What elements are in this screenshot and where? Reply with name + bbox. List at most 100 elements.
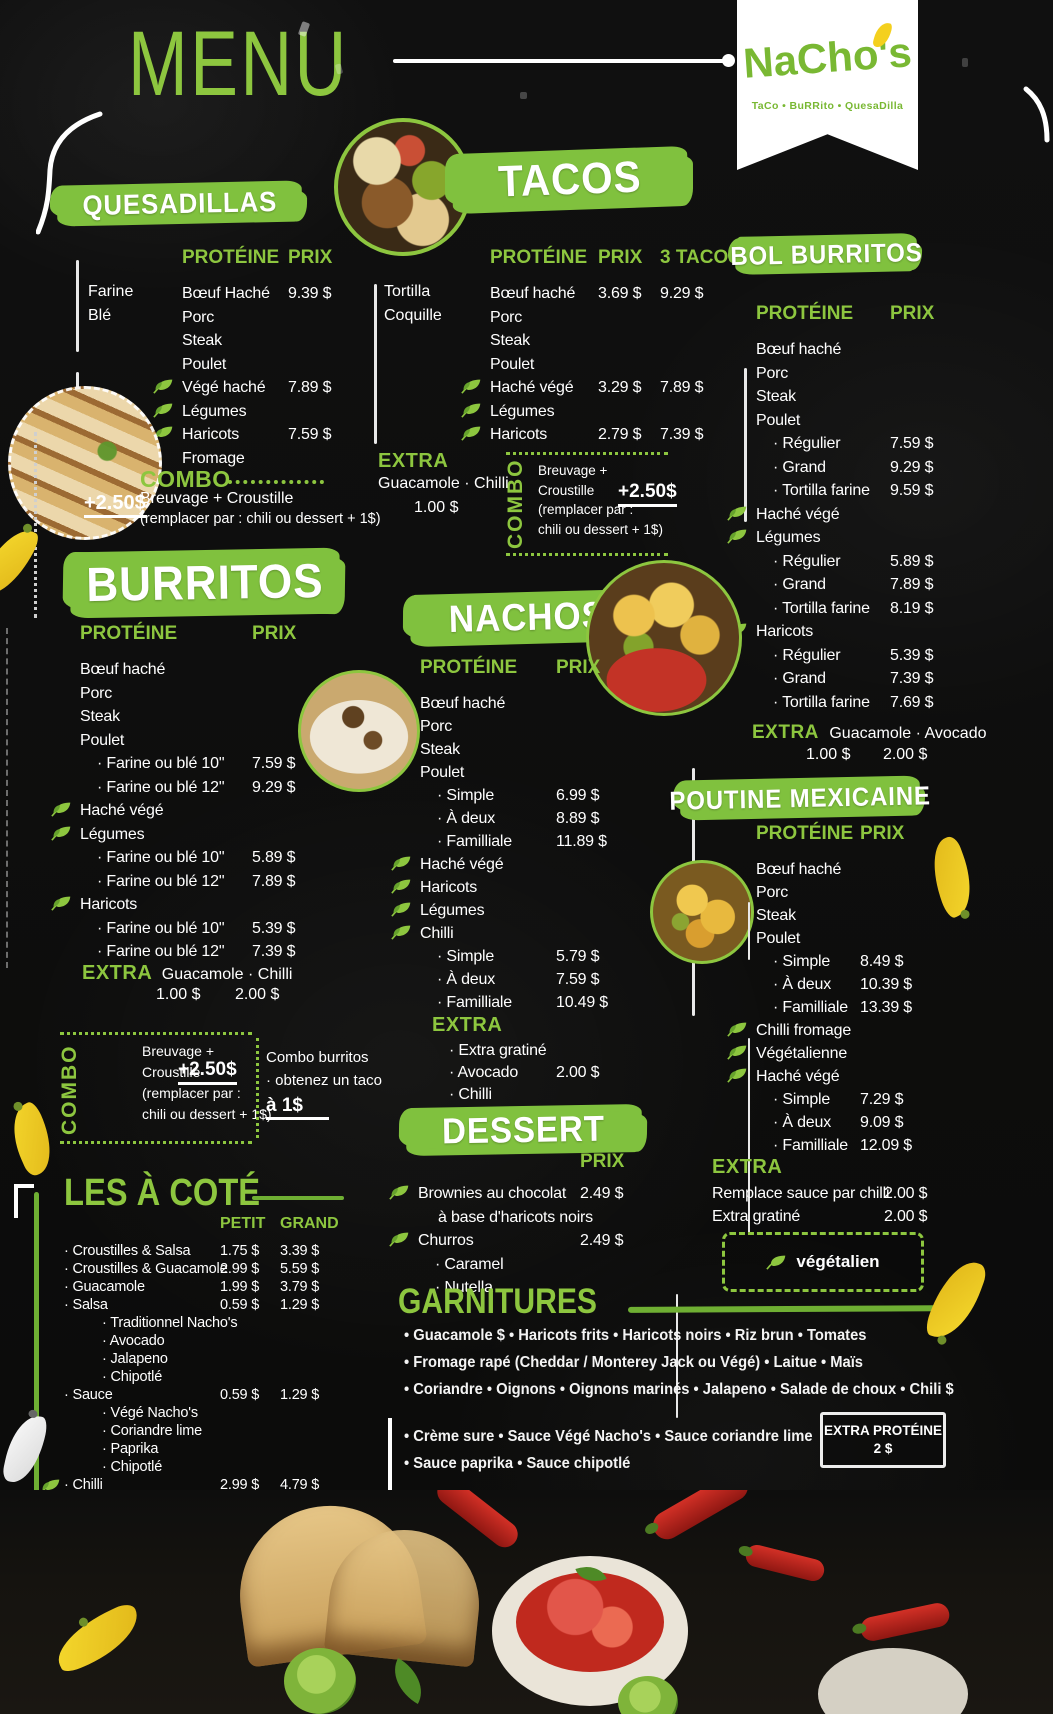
item-price: 3.69 $ [598, 285, 642, 302]
item-name: Simple [420, 945, 556, 968]
extra-label: EXTRA [752, 722, 819, 743]
tacos-title: TACOS [497, 152, 643, 207]
item-name: Poulet [756, 930, 801, 947]
vegetarian-leaf-icon [391, 924, 412, 940]
curly-bracket-decoration [36, 111, 103, 235]
tacos-extra-label: EXTRA [378, 450, 449, 472]
bur-extra-prices: 1.00 $ 2.00 $ [156, 986, 279, 1004]
item-price: 0.59 $ [220, 1297, 260, 1313]
item-name: Salsa [60, 1296, 220, 1314]
menu-item-row: Haricots 2.79 $ 7.39 $ [461, 423, 722, 447]
tacos-extra-items: Guacamole · Chilli [378, 475, 509, 492]
quesadillas-rows: Bœuf Haché 9.39 $ Porc Steak Poulet Végé hach… [153, 282, 352, 470]
vegetarian-leaf-icon [153, 378, 174, 394]
price-header: PRIX [580, 1151, 625, 1172]
menu-item-row: Végétalienne [727, 1042, 934, 1065]
garniture-line: • Fromage rapé (Cheddar / Monterey Jack … [404, 1354, 863, 1371]
menu-item-row: Haché végé [391, 853, 632, 876]
item-name: Tortilla farine [756, 691, 890, 715]
item-price: 2.99 $ [220, 1477, 260, 1493]
menu-item-row: Poulet [490, 353, 722, 377]
item-name: Extra gratiné [432, 1040, 632, 1062]
poutine-photo [650, 860, 754, 964]
item-price: 9.09 $ [860, 1114, 904, 1131]
red-chili-photo [743, 1542, 827, 1584]
item-price: 2.00 $ [556, 1064, 600, 1081]
price-header: PRIX [556, 657, 601, 678]
item-name: Bœuf haché [80, 661, 166, 678]
item-name: Farine ou blé 12'' [80, 870, 252, 894]
menu-item-row: Farine ou blé 10''5.39 $ [80, 917, 320, 941]
item-price: 7.59 $ [890, 435, 934, 452]
menu-item-row: Bœuf haché [756, 338, 952, 362]
garnitures-title: GARNITURES [398, 1282, 598, 1321]
item-name: À deux [420, 807, 556, 830]
menu-item-row: Porc [756, 362, 952, 386]
item-name: Fromage [182, 449, 245, 467]
menu-item-row: Poulet [756, 927, 934, 950]
bol-burritos-banner: BOL BURRITOS [730, 233, 922, 275]
nachos-title: NACHOS [447, 594, 607, 641]
badge-line: 2 $ [873, 1441, 893, 1456]
menu-item-row: Légumes [391, 899, 632, 922]
logo-ribbon: NaCho's TaCo • BuRRito • QuesaDilla [737, 0, 918, 170]
item-name: Steak [490, 332, 530, 349]
item-name: Farine ou blé 10'' [80, 846, 252, 870]
dotted-leader [228, 480, 324, 484]
menu-item-row: Farine ou blé 10''5.89 $ [80, 846, 320, 870]
extra-items: Guacamole · Chilli [161, 966, 293, 983]
vegetarian-leaf-icon [727, 528, 748, 544]
bol-burritos-price-table: PROTÉINE PRIX Bœuf haché Porc Steak Poulet R… [727, 302, 952, 715]
restaurant-logo: NaCho's [741, 28, 914, 87]
header-line-dot [722, 54, 735, 67]
price-header: PRIX [252, 623, 297, 644]
vegetarian-leaf-icon [389, 1231, 410, 1247]
column-headers: PROTÉINE PRIX [756, 822, 934, 846]
item-name: Coriandre lime [60, 1422, 340, 1440]
item-price: 8.49 $ [860, 953, 904, 970]
menu-item-row: Poulet [182, 353, 352, 377]
protein-header: PROTÉINE [420, 657, 518, 678]
item-name: Chilli [60, 1476, 220, 1494]
item-name: Steak [182, 332, 222, 349]
burrito-photo [298, 670, 420, 792]
item-name: Porc [420, 718, 453, 735]
item-name: Haché végé [490, 379, 574, 396]
nachos-extra-rows: Extra gratinéAvocado2.00 $Chilli [432, 1040, 632, 1106]
menu-item-row: Légumes [51, 823, 320, 847]
item-name: Grand [756, 667, 890, 691]
menu-item-row: Steak [80, 705, 320, 729]
tacos-combo-box: COMBO Breuvage + Croustille (remplacer p… [504, 452, 677, 556]
les-a-cote-title: LES À COTÉ [64, 1172, 261, 1214]
menu-item-row: Haricots [727, 620, 952, 644]
extra-rows: Remplace sauce par chilli 2.00 $ Extra gra… [712, 1182, 944, 1228]
item-name: Farine ou blé 10'' [80, 917, 252, 941]
item-name: Haricots [490, 426, 548, 443]
menu-item-row: Porc [490, 306, 722, 330]
item-price: 2.00 $ [884, 1208, 928, 1225]
white-corner-bracket [14, 1184, 34, 1218]
item-name: Familliale [756, 996, 860, 1019]
item-name: Bœuf haché [756, 341, 842, 358]
menu-item-row: Steak [182, 329, 352, 353]
combo-price-value: +2.50$ [178, 1059, 237, 1085]
menu-item-row: Farine ou blé 12''7.39 $ [80, 940, 320, 964]
item-name: Végé Nacho's [60, 1404, 340, 1422]
menu-item-row: Haricots [391, 876, 632, 899]
dotted-edge-line [34, 432, 37, 618]
badge-line: EXTRA PROTÉINE [823, 1423, 942, 1438]
item-name: Régulier [756, 432, 890, 456]
item-price: 7.59 $ [252, 755, 296, 772]
item-price: 12.09 $ [860, 1137, 912, 1154]
